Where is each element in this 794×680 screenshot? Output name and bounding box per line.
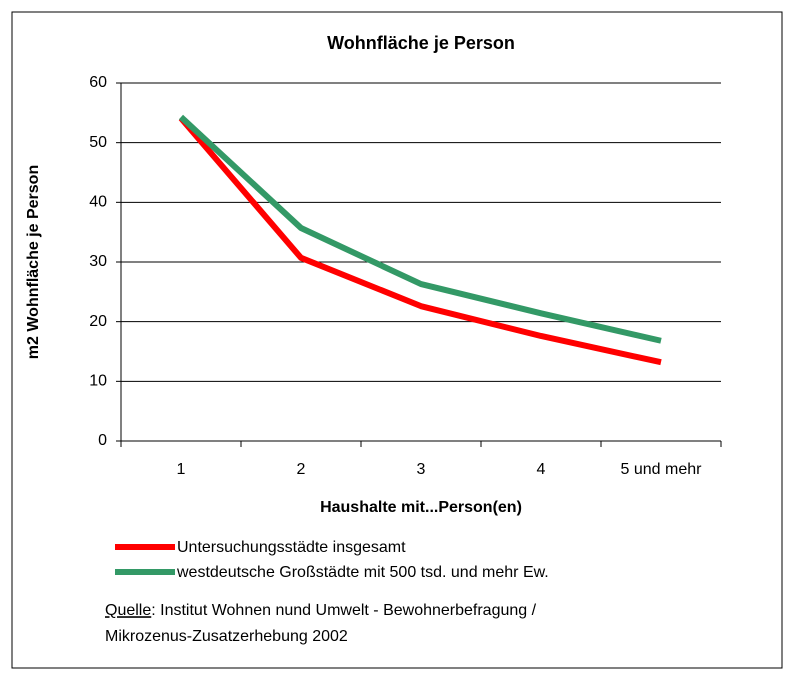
y-tick-label: 20: [89, 313, 107, 330]
x-tick-label: 1: [177, 461, 186, 478]
source-text: : Institut Wohnen nund Umwelt - Bewohner…: [151, 602, 536, 619]
y-tick-label: 30: [89, 253, 107, 270]
x-axis-label: Haushalte mit...Person(en): [320, 499, 522, 516]
y-tick-label: 0: [98, 432, 107, 449]
y-tick-label: 60: [89, 74, 107, 91]
x-tick-label: 4: [537, 461, 546, 478]
y-axis-label: m2 Wohnfläche je Person: [25, 165, 42, 359]
series-line: [178, 116, 662, 366]
x-tick-label: 5 und mehr: [621, 461, 703, 478]
legend-label: westdeutsche Großstädte mit 500 tsd. und…: [176, 564, 549, 581]
x-tick-label: 2: [297, 461, 306, 478]
y-tick-label: 10: [89, 373, 107, 390]
chart-title: Wohnfläche je Person: [327, 33, 515, 53]
source-text: Mikrozenus-Zusatzerhebung 2002: [105, 628, 348, 645]
y-tick-label: 40: [89, 194, 107, 211]
source-label: Quelle: [105, 602, 151, 619]
x-tick-label: 3: [417, 461, 426, 478]
legend-label: Untersuchungsstädte insgesamt: [177, 539, 406, 556]
series-line: [178, 114, 662, 344]
y-tick-label: 50: [89, 134, 107, 151]
